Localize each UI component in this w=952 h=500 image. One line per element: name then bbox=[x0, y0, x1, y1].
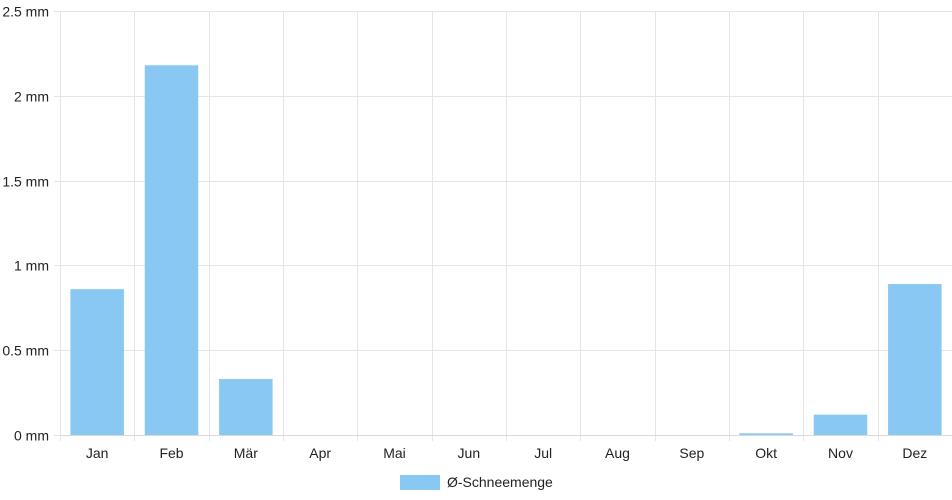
legend[interactable]: Ø-Schneemenge bbox=[400, 474, 553, 490]
x-tick-label: Mai bbox=[383, 445, 406, 461]
x-tick-label: Dez bbox=[902, 445, 927, 461]
bar-dez bbox=[888, 284, 942, 435]
x-tick-label: Jul bbox=[534, 445, 552, 461]
legend-label[interactable]: Ø-Schneemenge bbox=[447, 474, 553, 490]
y-tick-label: 0 mm bbox=[14, 428, 49, 444]
y-tick-label: 2.5 mm bbox=[2, 4, 49, 20]
x-tick-label: Okt bbox=[755, 445, 777, 461]
x-tick-label: Apr bbox=[309, 445, 331, 461]
bars bbox=[70, 65, 942, 435]
grid bbox=[54, 11, 952, 441]
bar-feb bbox=[144, 65, 199, 435]
x-tick-label: Feb bbox=[159, 445, 183, 461]
axes: 0 mm 0.5 mm 1 mm 1.5 mm 2 mm 2.5 mm Jan Feb Mär A… bbox=[2, 4, 952, 461]
x-tick-label: Nov bbox=[828, 445, 853, 461]
x-tick-label: Aug bbox=[605, 445, 630, 461]
x-tick-label: Mär bbox=[234, 445, 258, 461]
x-tick-label: Jun bbox=[458, 445, 481, 461]
bar-mär bbox=[219, 379, 273, 435]
y-tick-label: 1.5 mm bbox=[2, 174, 49, 190]
y-tick-label: 2 mm bbox=[14, 89, 49, 105]
legend-swatch[interactable] bbox=[400, 475, 440, 490]
x-tick-label: Jan bbox=[86, 445, 109, 461]
y-tick-label: 0.5 mm bbox=[2, 343, 49, 359]
bar-jan bbox=[70, 289, 124, 435]
y-tick-label: 1 mm bbox=[14, 258, 49, 274]
bar-okt bbox=[739, 433, 793, 435]
bar-nov bbox=[813, 414, 868, 435]
x-tick-label: Sep bbox=[679, 445, 704, 461]
